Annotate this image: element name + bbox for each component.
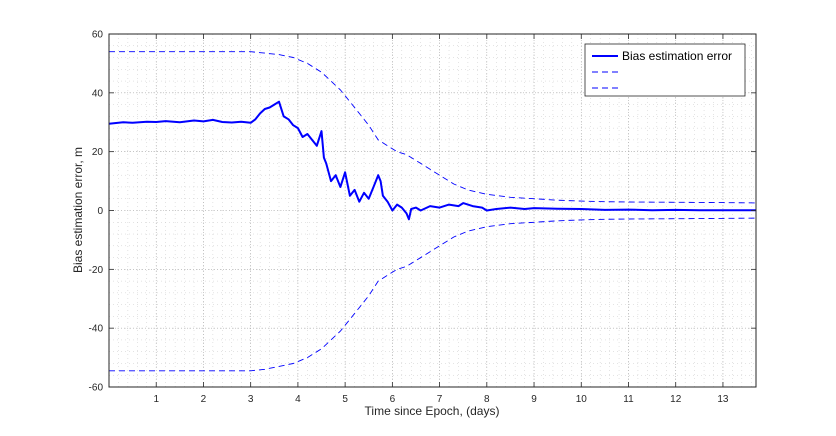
upper-bound-line xyxy=(109,51,757,204)
x-axis-label: Time since Epoch, (days) xyxy=(365,404,500,418)
x-tick-label: 11 xyxy=(623,394,634,405)
x-tick-label: 7 xyxy=(437,394,443,405)
x-tick-label: 6 xyxy=(390,394,396,405)
legend: Bias estimation error xyxy=(584,43,746,97)
x-tick-label: 12 xyxy=(670,394,682,405)
y-tick-label: 40 xyxy=(92,88,104,99)
x-tick-label: 10 xyxy=(576,394,588,405)
y-tick-label: 60 xyxy=(92,30,104,41)
x-tick-label: 5 xyxy=(342,394,348,405)
x-tick-label: 4 xyxy=(295,394,301,405)
x-tick-label: 1 xyxy=(153,394,159,405)
y-tick-label: 20 xyxy=(92,147,104,158)
legend-box xyxy=(584,43,746,97)
x-tick-label: 8 xyxy=(484,394,490,405)
y-tick-label: 0 xyxy=(97,206,103,217)
lower-bound-line xyxy=(109,217,757,372)
x-tick-label: 3 xyxy=(248,394,254,405)
y-axis-label: Bias estimation error, m xyxy=(71,147,85,273)
y-tick-label: -40 xyxy=(89,324,104,335)
legend-label: Bias estimation error xyxy=(622,49,732,63)
y-tick-label: -20 xyxy=(89,265,104,276)
x-tick-label: 13 xyxy=(717,394,729,405)
x-tick-label: 9 xyxy=(531,394,537,405)
y-tick-label: -60 xyxy=(89,383,104,394)
bias-error-line xyxy=(108,100,756,221)
series-group xyxy=(108,51,757,372)
x-tick-label: 2 xyxy=(201,394,207,405)
